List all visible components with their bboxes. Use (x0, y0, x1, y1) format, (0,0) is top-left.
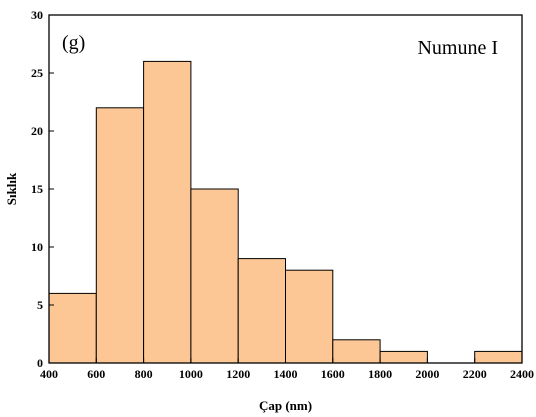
x-axis-title: Çap (nm) (259, 398, 312, 413)
histogram-bar (95, 107, 145, 364)
bars-group (48, 60, 523, 364)
y-tick-label: 15 (31, 182, 43, 196)
x-tick-label: 2200 (463, 367, 487, 381)
x-tick-label: 1200 (226, 367, 250, 381)
panel-label: (g) (62, 32, 85, 54)
y-tick-label: 10 (31, 240, 43, 254)
histogram-bar (237, 258, 286, 364)
x-tick-label: 2000 (415, 367, 439, 381)
y-axis-title: Sıklık (4, 172, 19, 205)
histogram-bar (285, 269, 334, 364)
x-tick-label: 600 (87, 367, 105, 381)
histogram-bar (48, 292, 97, 364)
histogram-bar (143, 60, 192, 364)
x-tick-label: 400 (40, 367, 58, 381)
x-tick-label: 800 (135, 367, 153, 381)
y-tick-label: 20 (31, 124, 43, 138)
x-tick-label: 2400 (510, 367, 534, 381)
histogram-bar (332, 339, 381, 364)
y-tick-label: 30 (31, 8, 43, 22)
x-tick-label: 1400 (274, 367, 298, 381)
y-tick-label: 0 (37, 356, 43, 370)
histogram-bar (190, 188, 239, 364)
x-tick-label: 1000 (179, 367, 203, 381)
histogram-bar (379, 350, 428, 364)
y-axis-ticks: 0 5 10 15 20 25 30 (31, 8, 54, 370)
sample-label: Numune I (417, 37, 498, 59)
x-axis-ticks: 400 600 800 1000 1200 1400 1600 1800 2000 2200 240… (40, 358, 534, 381)
histogram-bar (474, 350, 523, 364)
x-tick-label: 1800 (368, 367, 392, 381)
y-tick-label: 5 (37, 298, 43, 312)
x-tick-label: 1600 (321, 367, 345, 381)
y-tick-label: 25 (31, 66, 43, 80)
